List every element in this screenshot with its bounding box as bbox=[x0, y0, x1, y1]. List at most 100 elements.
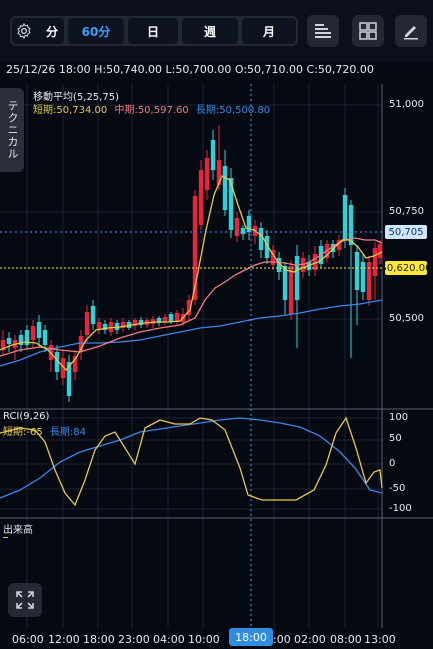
ma-long-value: 長期:50,500.80 bbox=[195, 105, 271, 116]
fullscreen-button[interactable] bbox=[8, 583, 42, 617]
candle-body bbox=[132, 320, 138, 326]
candle-body bbox=[330, 244, 336, 252]
ma-long-line bbox=[0, 299, 383, 367]
candle-body bbox=[102, 324, 108, 330]
candle-body bbox=[138, 320, 144, 325]
candle-body bbox=[66, 362, 72, 396]
candle-body bbox=[228, 178, 234, 230]
candle-body bbox=[270, 250, 276, 265]
candle-body bbox=[294, 256, 300, 300]
rci-axis-label: 50 bbox=[389, 433, 402, 444]
candle-body bbox=[300, 258, 306, 272]
candle-body bbox=[288, 266, 294, 314]
candle-body bbox=[258, 228, 264, 250]
candle-body bbox=[210, 140, 216, 170]
candle-body bbox=[60, 358, 66, 378]
volume-legend-dash bbox=[3, 537, 8, 538]
time-axis-label: 12:00 bbox=[48, 633, 80, 646]
time-axis-label: 08:00 bbox=[330, 633, 362, 646]
draw-button[interactable] bbox=[395, 15, 427, 47]
layout-button[interactable] bbox=[352, 15, 384, 47]
indicator-list-icon bbox=[315, 24, 331, 38]
candle-body bbox=[240, 228, 246, 234]
rci-axis-label: -100 bbox=[389, 503, 412, 514]
pencil-icon bbox=[404, 26, 418, 40]
candle-body bbox=[204, 158, 210, 190]
price-axis-label: 50,500 bbox=[389, 313, 424, 324]
candle-body bbox=[90, 306, 96, 324]
tab-day[interactable]: 日 bbox=[128, 18, 178, 44]
candle-body bbox=[222, 166, 228, 210]
candle-body bbox=[156, 318, 162, 323]
candle-body bbox=[84, 312, 90, 335]
candle-body bbox=[72, 356, 78, 372]
candle-body bbox=[42, 330, 48, 345]
gear-icon[interactable] bbox=[12, 18, 36, 44]
time-axis-label: 18:00 bbox=[83, 633, 115, 646]
rci-long-line bbox=[0, 417, 383, 499]
candle-body bbox=[377, 244, 383, 258]
price-axis-label: 51,000 bbox=[389, 99, 424, 110]
ohlc-readout: 25/12/26 18:00 H:50,740.00 L:50,700.00 O… bbox=[6, 63, 374, 76]
current-price-tag: 50,705 bbox=[385, 225, 427, 239]
rci-axis-label: 0 bbox=[389, 458, 396, 469]
candle-body bbox=[372, 248, 378, 276]
top-toolbar: 分 60分 日 週 月 bbox=[0, 0, 433, 62]
candle-body bbox=[0, 340, 6, 350]
candle-body bbox=[168, 314, 174, 322]
rci-short-line bbox=[0, 416, 383, 507]
crosshair-time-tag: 18:00 bbox=[229, 628, 273, 646]
time-axis-label: 06:00 bbox=[12, 633, 44, 646]
tab-week[interactable]: 週 bbox=[182, 18, 238, 44]
candle-body bbox=[192, 196, 198, 300]
technical-side-tab[interactable]: テクニカル bbox=[0, 88, 24, 172]
candle-body bbox=[354, 252, 360, 290]
vertical-grid bbox=[26, 84, 379, 628]
rci-short-value: 短期:-65 bbox=[3, 427, 43, 438]
candle-body bbox=[366, 262, 372, 300]
candle-body bbox=[6, 338, 12, 344]
candle-body bbox=[30, 326, 36, 340]
tab-month[interactable]: 月 bbox=[242, 18, 296, 44]
candle-body bbox=[198, 170, 204, 225]
candle-body bbox=[312, 254, 318, 270]
volume-title: 出来高 bbox=[3, 525, 33, 536]
candlesticks bbox=[0, 125, 383, 402]
candle-body bbox=[120, 322, 126, 328]
tab-partial-minute[interactable]: 分 bbox=[12, 18, 64, 44]
expand-icon bbox=[16, 591, 34, 609]
rci-values: 短期:-65 長期:84 bbox=[3, 423, 86, 438]
layout-grid-icon bbox=[359, 22, 377, 40]
rci-title: RCI(9,26) bbox=[3, 411, 50, 422]
candle-body bbox=[282, 266, 288, 300]
candle-body bbox=[174, 313, 180, 322]
candle-body bbox=[114, 323, 120, 330]
candle-body bbox=[36, 322, 42, 338]
candle-body bbox=[264, 236, 270, 258]
candle-body bbox=[348, 205, 354, 245]
price-axis-label: 50,750 bbox=[389, 206, 424, 217]
candle-body bbox=[246, 216, 252, 232]
time-axis-label: 02:00 bbox=[294, 633, 326, 646]
indicator-list-button[interactable] bbox=[307, 15, 339, 47]
time-axis-label: 23:00 bbox=[118, 633, 150, 646]
candle-body bbox=[54, 352, 60, 372]
rci-axis-label: 100 bbox=[389, 412, 409, 423]
candle-body bbox=[234, 218, 240, 236]
tab-60min[interactable]: 60分 bbox=[68, 18, 124, 44]
rci-long-value: 長期:84 bbox=[49, 427, 86, 438]
time-axis-label: 04:00 bbox=[153, 633, 185, 646]
rci-axis-label: -50 bbox=[389, 483, 406, 494]
candle-body bbox=[78, 336, 84, 352]
candle-body bbox=[108, 322, 114, 332]
candle-body bbox=[342, 195, 348, 240]
candle-body bbox=[150, 319, 156, 324]
candle-body bbox=[24, 330, 30, 345]
candle-body bbox=[216, 160, 222, 185]
candle-body bbox=[162, 317, 168, 322]
crosshair-price-tag: 50,620.00 bbox=[380, 261, 432, 275]
ma-short-line bbox=[0, 175, 383, 371]
time-axis-label: 10:00 bbox=[188, 633, 220, 646]
ma-short-value: 短期:50,734.00 bbox=[33, 105, 108, 116]
